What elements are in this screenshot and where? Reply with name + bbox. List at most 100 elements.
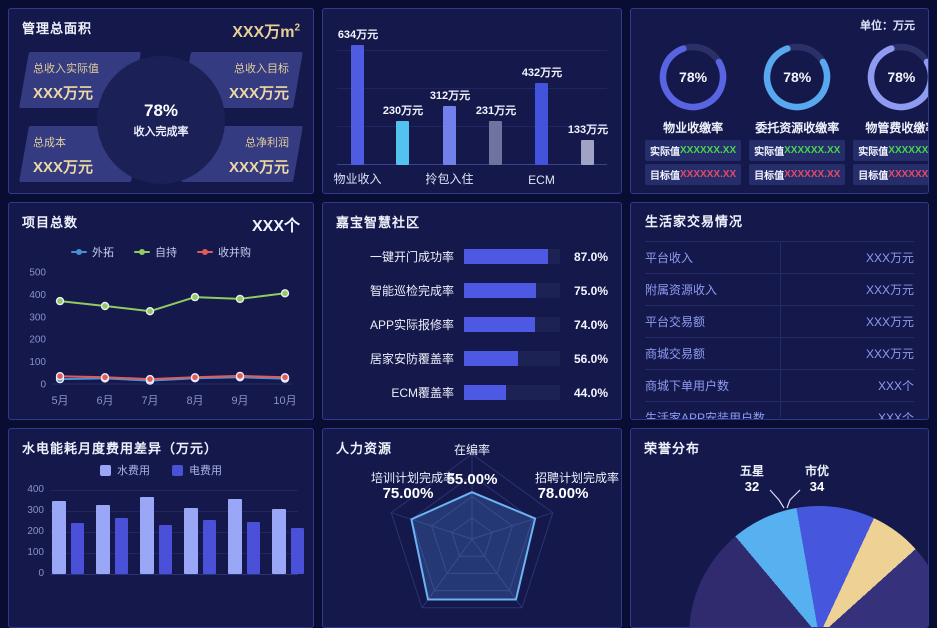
gauge-percent: 78%	[656, 40, 730, 114]
legend-item-自持[interactable]: 自持	[134, 244, 177, 260]
radar-axis-value: 78.00%	[508, 485, 618, 502]
legend-item-电费用[interactable]: 电费用	[172, 462, 222, 478]
hbar-fill	[464, 351, 518, 366]
x-tick: 10月	[273, 395, 296, 407]
hbar-track	[464, 317, 560, 332]
y-tick: 300	[22, 505, 44, 516]
row-label: 生活家APP安装用户数	[645, 409, 765, 420]
bar	[351, 45, 364, 165]
legend-item-收并购[interactable]: 收并购	[197, 244, 251, 260]
gauge-ring: 78%	[864, 40, 929, 114]
actual-value: XXXXXX.XX	[888, 145, 929, 156]
target-value: XXXXXX.XX	[680, 169, 736, 180]
row-label: 商城交易额	[645, 345, 705, 362]
x-tick: 6月	[96, 395, 113, 407]
gauge-label: 物管费收缴率	[852, 119, 929, 136]
bar-value-label: 133万元	[560, 121, 616, 137]
bar-water	[272, 509, 286, 574]
target-label: 目标值	[650, 167, 680, 182]
utilities-legend: 水费用 电费用	[22, 462, 300, 478]
legend-item-外拓[interactable]: 外拓	[71, 244, 114, 260]
donut-center-text: 78%收入完成率	[97, 56, 225, 184]
bar-water	[228, 499, 242, 574]
gauge-label: 委托资源收缴率	[748, 119, 846, 136]
hbar-percent: 87.0%	[560, 250, 608, 264]
y-tick: 200	[22, 526, 44, 537]
row-label: 商城下单用户数	[645, 377, 729, 394]
bar-category-label: 物业收入	[322, 170, 398, 187]
gridline	[337, 50, 607, 51]
hbar-label: 居家安防覆盖率	[336, 350, 464, 367]
row-value: XXX万元	[866, 345, 914, 362]
x-tick: 7月	[141, 395, 158, 407]
legend-label: 电费用	[189, 462, 222, 478]
target-label: 目标值	[858, 167, 888, 182]
y-tick: 300	[29, 312, 46, 323]
actual-value: XXXXXX.XX	[784, 145, 840, 156]
hbar-track	[464, 283, 560, 298]
bar-electric	[115, 518, 128, 574]
y-tick: 500	[29, 268, 46, 279]
bar-value-label: 432万元	[514, 64, 570, 80]
bar	[535, 83, 548, 165]
bar-category-label: 拎包入住	[410, 170, 490, 187]
hbar-percent: 74.0%	[560, 318, 608, 332]
target-value: XXXXXX.XX	[888, 169, 929, 180]
gridline	[50, 553, 298, 554]
x-tick: 8月	[186, 395, 203, 407]
actual-value: XXXXXX.XX	[680, 145, 736, 156]
hbar-percent: 44.0%	[560, 386, 608, 400]
lifestyle-title: 生活家交易情况	[645, 203, 914, 242]
hbar-percent: 75.0%	[560, 284, 608, 298]
legend-marker	[71, 251, 87, 253]
row-label: 附属资源收入	[645, 281, 717, 298]
x-tick: 9月	[231, 395, 248, 407]
actual-label: 实际值	[858, 143, 888, 158]
y-tick: 100	[22, 547, 44, 558]
y-tick: 200	[29, 335, 46, 346]
bar	[443, 106, 456, 165]
area-title: 管理总面积	[22, 18, 92, 37]
radar-axis-label: 招聘计划完成率	[535, 469, 621, 486]
bar	[396, 121, 409, 165]
target-label: 目标值	[754, 167, 784, 182]
legend-marker	[134, 251, 150, 253]
target-value: XXXXXX.XX	[784, 169, 840, 180]
gauge-ring: 78%	[656, 40, 730, 114]
donut-percent: 78%	[144, 101, 178, 121]
y-tick: 100	[29, 357, 46, 368]
projects-title: 项目总数	[22, 212, 78, 231]
row-value: XXX万元	[866, 313, 914, 330]
projects-legend: 外拓 自持 收并购	[22, 244, 300, 260]
bar-electric	[291, 528, 304, 574]
row-value: XXX万元	[866, 281, 914, 298]
actual-label: 实际值	[754, 143, 784, 158]
bar-value-label: 231万元	[468, 102, 524, 118]
bar-electric	[203, 520, 216, 574]
legend-swatch	[100, 465, 111, 476]
projects-total: XXX个	[252, 212, 300, 236]
pie-pointer-lines	[644, 438, 929, 548]
table-divider	[780, 243, 781, 418]
bar-water	[96, 505, 110, 574]
bar-water	[52, 501, 66, 574]
y-tick: 0	[40, 380, 46, 391]
legend-item-水费用[interactable]: 水费用	[100, 462, 150, 478]
